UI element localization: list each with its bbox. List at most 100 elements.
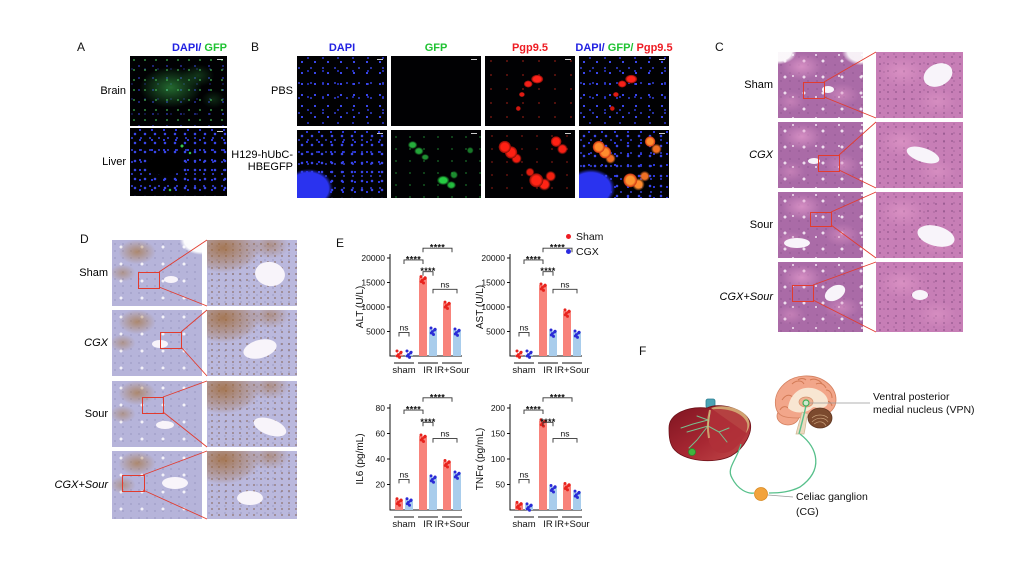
panel-c-label: C [715, 40, 724, 54]
row-label-h129-line1: H129-hUbC- [231, 149, 293, 161]
d-sham-zoom-image [207, 240, 297, 306]
tnfa-bar-chart: 50 100 150 200 TNFα (pg/mL) sham IR IR+Sour ns **… [475, 392, 590, 530]
inset-marker [122, 475, 145, 492]
cgx-legend-dot-icon [566, 249, 571, 254]
brain-illustration [774, 375, 837, 435]
svg-text:40: 40 [376, 454, 386, 464]
svg-text:****: **** [430, 392, 445, 402]
svg-text:50: 50 [496, 479, 506, 489]
vessel-shape [164, 276, 178, 283]
falciform-ligament [706, 409, 711, 439]
row-label-brain: Brain [100, 85, 126, 97]
c-sour-zoom-image [876, 192, 963, 258]
cg-annotation-line [767, 494, 794, 498]
svg-text:ns: ns [441, 429, 450, 439]
col-title-pgp95: Pgp9.5 [511, 42, 549, 54]
svg-text:ns: ns [520, 469, 529, 479]
alt-bar-chart: 5000 10000 15000 20000 ALT (U/L) sham IR IR+Sou… [355, 243, 470, 376]
svg-text:ns: ns [400, 322, 409, 332]
d-row-cgxsour [112, 450, 297, 520]
h129-pgp95-image [485, 130, 575, 198]
il6-bar-chart: 20 40 60 80 IL6 (pg/mL) sham IR IR+Sour ns **** **… [355, 392, 470, 530]
cerebellum-branches [811, 414, 829, 427]
legend-label-sham: Sham [576, 230, 604, 243]
svg-text:sham: sham [392, 519, 415, 530]
svg-text:80: 80 [376, 403, 386, 413]
pbs-gfp-image [391, 56, 481, 126]
svg-text:****: **** [540, 417, 555, 427]
panel-a-label: A [77, 40, 86, 54]
svg-text:IR: IR [423, 365, 433, 376]
svg-text:ns: ns [561, 429, 570, 439]
vessel-shape [251, 413, 289, 441]
vpn-label-line1: Ventral posterior [873, 391, 950, 403]
vessel-shape [162, 477, 188, 489]
svg-text:15000: 15000 [361, 277, 385, 287]
col-title-merge: DAPI/ GFP/ Pgp9.5 [575, 42, 673, 54]
sham-legend-dot-icon [566, 234, 571, 239]
svg-text:200: 200 [491, 403, 505, 413]
c-row-cgxsour [778, 261, 963, 333]
svg-text:20000: 20000 [481, 253, 505, 263]
vpn-dot [802, 399, 810, 407]
chart-legend: Sham CGX [566, 229, 603, 259]
ast-bar-chart: 5000 10000 15000 20000 AST (U/L) sham IR IR+Sou… [475, 243, 590, 376]
vessel-shape [821, 281, 849, 305]
inset-marker [810, 212, 832, 227]
row-label-pbs: PBS [270, 85, 293, 97]
vessel-shape [919, 58, 957, 92]
svg-text:IR+Sour: IR+Sour [434, 365, 469, 376]
legend-item-sham: Sham [566, 229, 603, 244]
svg-text:****: **** [540, 266, 555, 276]
svg-text:5000: 5000 [486, 326, 505, 336]
svg-text:IR+Sour: IR+Sour [434, 519, 469, 530]
c-row-sham [778, 51, 963, 119]
vessel-shape [253, 259, 287, 289]
d-cgxsour-zoom-image [207, 451, 297, 519]
d-sour-zoom-image [207, 381, 297, 447]
vessel-shape [822, 86, 834, 93]
row-label-h129-line2: HBEGFP [247, 161, 293, 173]
svg-text:ALT (U/L): ALT (U/L) [355, 286, 366, 328]
row-label-d-sham: Sham [79, 267, 108, 279]
inset-marker [142, 397, 164, 414]
panel-d-label: D [80, 232, 89, 246]
svg-text:IR: IR [543, 519, 553, 530]
row-label-h129: H129-hUbC- HBEGFP [231, 149, 293, 173]
inset-marker [792, 285, 814, 302]
liver-right-lobe [709, 409, 748, 454]
d-sour-overview-image [112, 381, 202, 447]
svg-text:****: **** [406, 254, 421, 264]
pbs-pgp95-image [485, 56, 575, 126]
svg-text:5000: 5000 [366, 326, 385, 336]
row-label-c-sham: Sham [744, 79, 773, 91]
svg-text:20: 20 [376, 479, 386, 489]
svg-text:IL6 (pg/mL): IL6 (pg/mL) [355, 433, 366, 484]
vessel-shape [808, 158, 820, 164]
row-label-liver: Liver [102, 156, 126, 168]
legend-item-cgx: CGX [566, 244, 603, 259]
row-label-d-cgxsour: CGX+Sour [54, 479, 109, 491]
svg-text:150: 150 [491, 428, 505, 438]
svg-text:****: **** [420, 266, 435, 276]
svg-text:ns: ns [561, 279, 570, 289]
d-cgx-zoom-image [207, 310, 297, 376]
svg-text:60: 60 [376, 428, 386, 438]
svg-text:IR: IR [423, 519, 433, 530]
svg-text:sham: sham [392, 365, 415, 376]
gallbladder-dot [688, 448, 696, 456]
inset-marker [160, 332, 182, 349]
h129-merge-image [579, 130, 669, 198]
pbs-merge-image [579, 56, 669, 126]
svg-text:sham: sham [512, 519, 535, 530]
svg-text:****: **** [406, 405, 421, 415]
svg-text:****: **** [550, 243, 565, 253]
panel-f-label: F [639, 344, 647, 358]
svg-text:IR+Sour: IR+Sour [554, 519, 589, 530]
c-row-sour [778, 191, 963, 259]
vessel-shape [241, 335, 279, 363]
svg-text:10000: 10000 [481, 302, 505, 312]
inset-marker [818, 155, 840, 172]
svg-text:sham: sham [512, 365, 535, 376]
